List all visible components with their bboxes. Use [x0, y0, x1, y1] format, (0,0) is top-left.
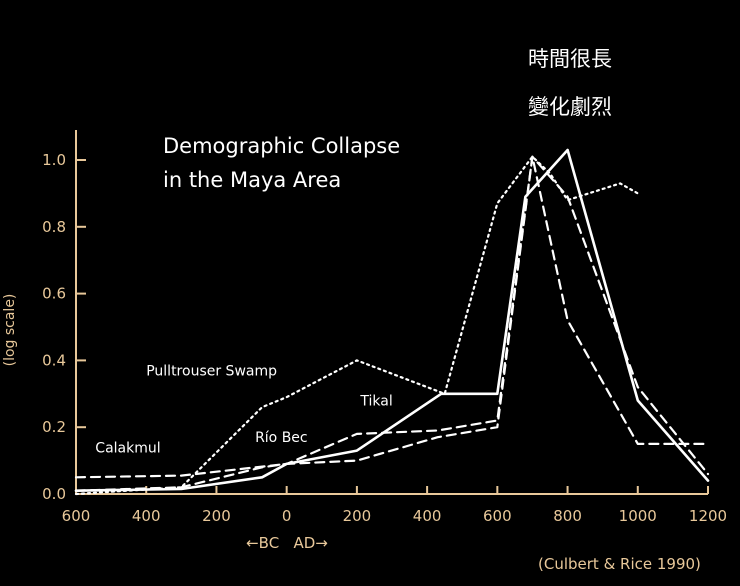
x-tick-label: 200 [343, 507, 372, 525]
x-tick-label: 600 [483, 507, 512, 525]
series-line-r-o-bec [74, 155, 710, 492]
series-label-tikal: Tikal [359, 393, 392, 409]
x-axis-label: ←BC AD→ [246, 534, 328, 552]
overlay-caption-line-2: 變化劇烈 [528, 95, 612, 119]
x-tick-label: 0 [282, 507, 292, 525]
x-tick-label: 1000 [619, 507, 657, 525]
overlay-caption-line-1: 時間很長 [528, 47, 612, 71]
y-tick-label: 1.0 [42, 151, 66, 169]
chart-title-line-2: in the Maya Area [163, 168, 341, 192]
y-tick-label: 0.4 [42, 351, 66, 369]
x-tick-label: 400 [413, 507, 442, 525]
chart-axes: 0.0 0.2 0.4 0.6 0.8 1.0 600 400 200 0 200 400 600 800… [42, 130, 727, 525]
y-tick-label: 0.0 [42, 485, 66, 503]
y-tick-label: 0.6 [42, 285, 66, 303]
chart-series-labels: Pulltrouser Swamp Tikal Río Bec Calakmul [95, 363, 392, 456]
y-tick-label: 0.2 [42, 418, 66, 436]
source-citation: (Culbert & Rice 1990) [538, 555, 701, 573]
y-tick-label: 0.8 [42, 218, 66, 236]
x-tick-label: 800 [553, 507, 582, 525]
series-line-tikal [74, 148, 710, 493]
series-line-pulltrouser-swamp [74, 155, 639, 496]
y-axis-label: (log scale) [2, 294, 18, 367]
series-label-r-o-bec: Río Bec [255, 430, 308, 446]
series-label-pulltrouser-swamp: Pulltrouser Swamp [146, 363, 277, 379]
chart-series [74, 148, 710, 496]
chart-title-line-1: Demographic Collapse [163, 134, 400, 158]
series-line-calakmul [74, 155, 710, 479]
x-tick-label: 1200 [689, 507, 727, 525]
x-tick-label: 400 [132, 507, 161, 525]
series-label-calakmul: Calakmul [95, 440, 160, 456]
x-tick-label: 600 [62, 507, 91, 525]
x-tick-label: 200 [202, 507, 231, 525]
